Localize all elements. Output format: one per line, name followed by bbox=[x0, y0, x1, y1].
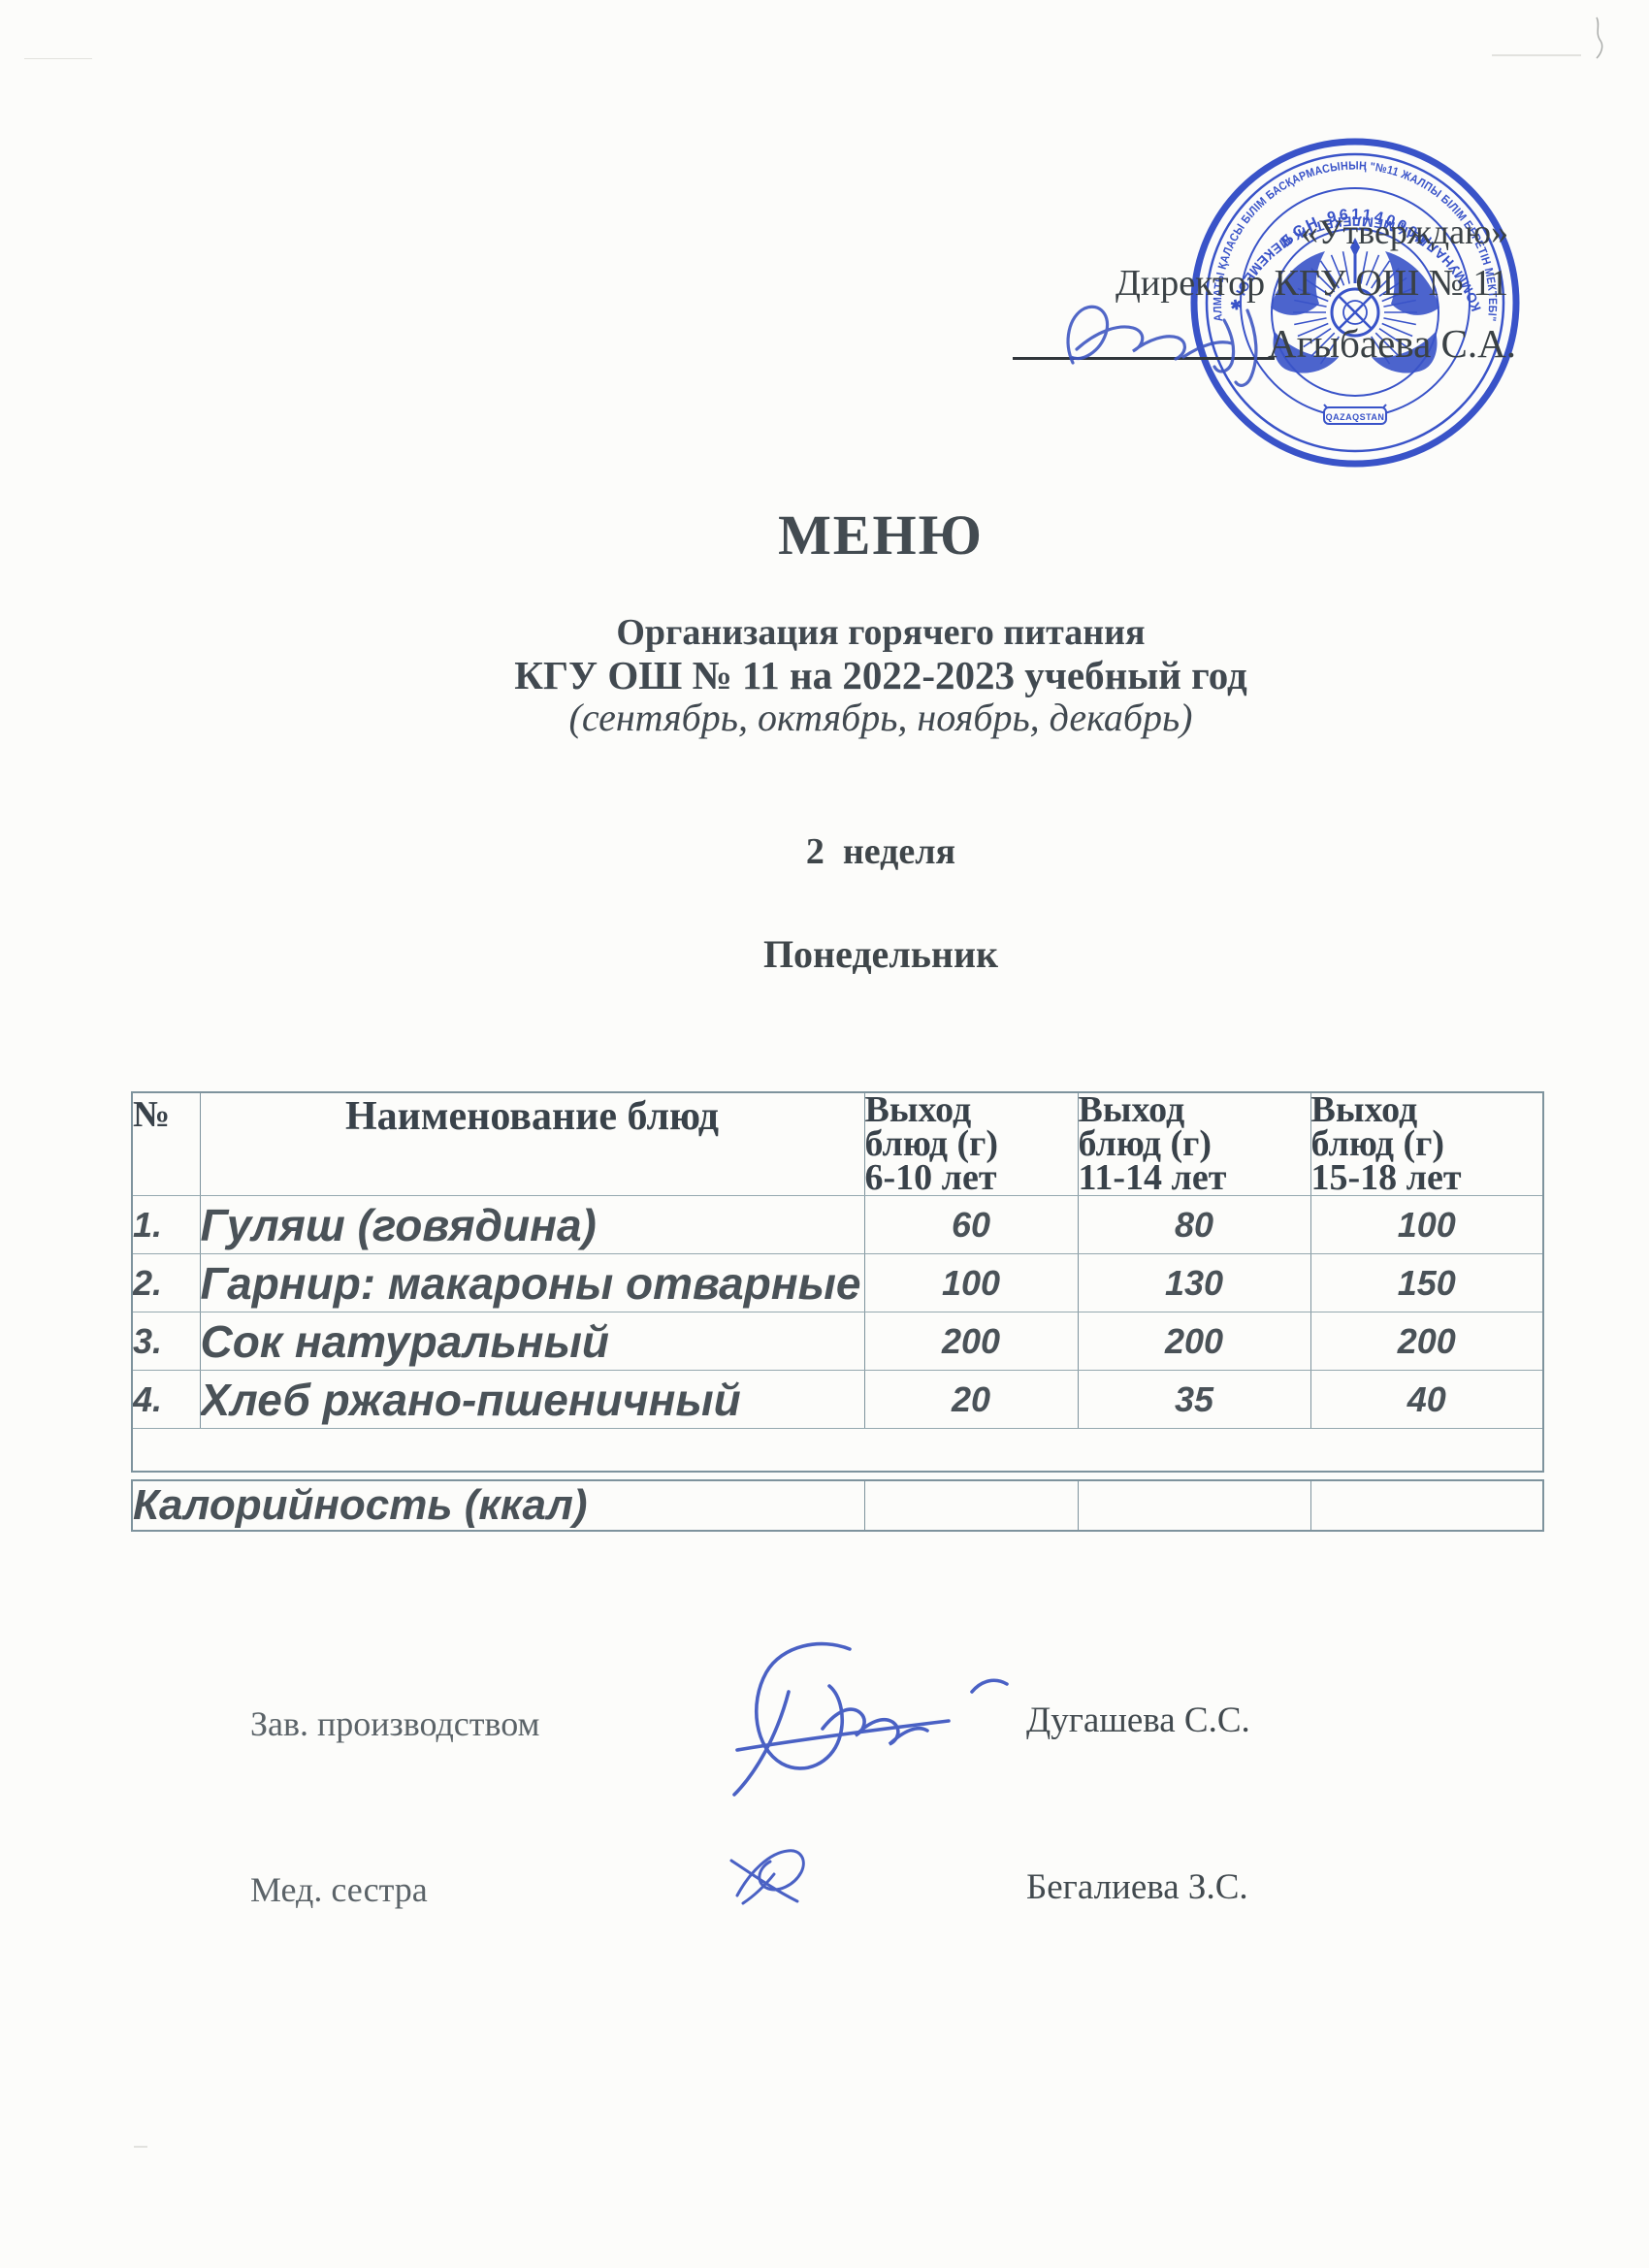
dish-weight-11-14: 200 bbox=[1077, 1312, 1311, 1371]
dish-weight-11-14: 80 bbox=[1077, 1195, 1311, 1254]
dish-name: Гуляш (говядина) bbox=[199, 1195, 865, 1254]
row-num: 2. bbox=[131, 1253, 201, 1312]
scan-noise-line bbox=[24, 58, 92, 59]
dish-name: Гарнир: макароны отварные bbox=[199, 1253, 865, 1312]
calories-table: Калорийность (ккал) bbox=[131, 1479, 1544, 1532]
school-seal-stamp: АЛМАТЫ ҚАЛАСЫ БІЛІМ БАСҚАРМАСЫНЫҢ "№11 Ж… bbox=[1190, 138, 1520, 468]
emblem-banner bbox=[1323, 406, 1387, 425]
table-row: 4. Хлеб ржано-пшеничный 20 35 40 bbox=[131, 1370, 1544, 1429]
row-num: 1. bbox=[131, 1195, 201, 1254]
stamp-second-ring bbox=[1205, 152, 1505, 453]
scan-noise-line bbox=[1492, 54, 1581, 56]
dish-name: Хлеб ржано-пшеничный bbox=[199, 1370, 865, 1429]
kazakhstan-emblem: QAZAQSTAN bbox=[1271, 228, 1439, 425]
row-num: 4. bbox=[131, 1370, 201, 1429]
dish-weight-15-18: 100 bbox=[1310, 1195, 1544, 1254]
dish-weight-15-18: 40 bbox=[1310, 1370, 1544, 1429]
dish-weight-11-14: 130 bbox=[1077, 1253, 1311, 1312]
table-row: 2. Гарнир: макароны отварные 100 130 150 bbox=[131, 1253, 1544, 1312]
col-header-out-15-18: Выход блюд (г) 15-18 лет bbox=[1310, 1091, 1544, 1196]
production-manager-signature bbox=[732, 1641, 1009, 1797]
subtitle-line-2: КГУ ОШ № 11 на 2022-2023 учебный год bbox=[514, 653, 1247, 697]
shanyrak-icon bbox=[1330, 287, 1380, 338]
subtitle-block: Организация горячего питания КГУ ОШ № 11… bbox=[113, 611, 1649, 739]
calories-row: Калорийность (ккал) bbox=[131, 1479, 1544, 1532]
nurse-signature bbox=[729, 1849, 805, 1905]
dish-weight-11-14: 35 bbox=[1077, 1370, 1311, 1429]
calories-value-6-10 bbox=[863, 1479, 1079, 1532]
col-header-name: Наименование блюд bbox=[199, 1091, 865, 1196]
dish-weight-15-18: 200 bbox=[1310, 1312, 1544, 1371]
dish-name: Сок натуральный bbox=[199, 1312, 865, 1371]
scan-noise-dash bbox=[134, 2146, 147, 2148]
stamp-outer-ring bbox=[1190, 138, 1520, 468]
signoff-role-nurse: Мед. сестра bbox=[250, 1870, 428, 1909]
approval-director-line: Директор КГУ ОШ № 11 bbox=[1115, 263, 1508, 304]
row-num: 3. bbox=[131, 1312, 201, 1371]
dish-weight-6-10: 60 bbox=[863, 1195, 1079, 1254]
calories-value-15-18 bbox=[1310, 1479, 1544, 1532]
approval-label: «Утверждаю» bbox=[1300, 212, 1508, 251]
signoff-role-production: Зав. производством bbox=[250, 1704, 540, 1743]
table-row: 1. Гуляш (говядина) 60 80 100 bbox=[131, 1195, 1544, 1254]
menu-table-header-row: № Наименование блюд Выход блюд (г) 6-10 … bbox=[131, 1091, 1544, 1196]
approval-signature-line bbox=[1013, 357, 1275, 360]
menu-table: № Наименование блюд Выход блюд (г) 6-10 … bbox=[131, 1091, 1544, 1473]
empty-spacer-row bbox=[131, 1428, 1544, 1472]
col-header-out-11-14: Выход блюд (г) 11-14 лет bbox=[1077, 1091, 1311, 1196]
table-row: 3. Сок натуральный 200 200 200 bbox=[131, 1312, 1544, 1371]
dish-weight-6-10: 20 bbox=[863, 1370, 1079, 1429]
subtitle-line-1: Организация горячего питания bbox=[616, 612, 1146, 653]
calories-label: Калорийность (ккал) bbox=[131, 1479, 865, 1532]
calories-value-11-14 bbox=[1077, 1479, 1311, 1532]
col-header-num: № bbox=[131, 1091, 201, 1196]
col-header-out-6-10: Выход блюд (г) 6-10 лет bbox=[863, 1091, 1079, 1196]
dish-weight-6-10: 200 bbox=[863, 1312, 1079, 1371]
approval-director-name: Агыбаева С.А. bbox=[1268, 321, 1516, 366]
winged-horses bbox=[1271, 251, 1439, 373]
dish-weight-6-10: 100 bbox=[863, 1253, 1079, 1312]
emblem-banner-label: QAZAQSTAN bbox=[1326, 412, 1385, 422]
scan-noise-squiggle bbox=[1596, 16, 1603, 59]
signoff-name-production: Дугашева С.С. bbox=[1026, 1701, 1250, 1740]
week-label: 2 неделя bbox=[805, 831, 956, 872]
dish-weight-15-18: 150 bbox=[1310, 1253, 1544, 1312]
subtitle-line-3: (сентябрь, октябрь, ноябрь, декабрь) bbox=[568, 696, 1193, 739]
day-label: Понедельник bbox=[762, 932, 999, 976]
page-title: МЕНЮ bbox=[778, 503, 984, 567]
signoff-name-nurse: Бегалиева З.С. bbox=[1026, 1867, 1248, 1907]
